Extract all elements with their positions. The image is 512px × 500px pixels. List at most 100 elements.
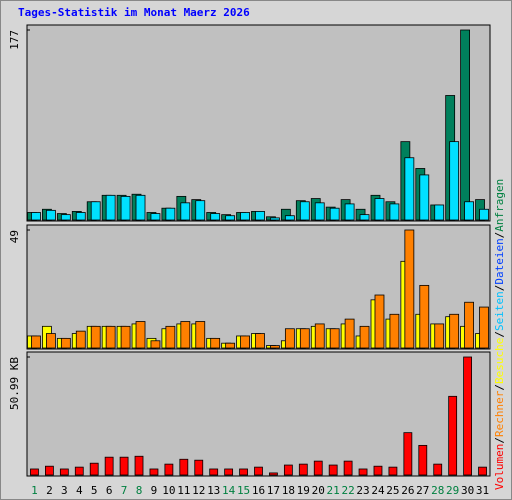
x-tick-label: 22 [341,484,354,497]
legend-separator: / [493,437,506,444]
bar [254,466,263,476]
legend: Volumen/Rechner/Besuche/Seiten/Dateien/A… [493,179,506,490]
x-tick-label: 13 [207,484,220,497]
bar [90,201,101,221]
bar [165,207,176,221]
legend-item: Anfragen [493,179,506,232]
bar [269,472,278,476]
bar [31,335,41,349]
bar [328,464,338,476]
x-tick-label: 7 [121,484,128,497]
bar [30,468,39,476]
bar [60,214,71,221]
bar [358,468,368,476]
bar [180,321,191,349]
bar [149,468,159,476]
bar [90,325,101,349]
bar [194,459,204,476]
bar [344,203,355,221]
x-tick-label: 28 [431,484,444,497]
bar [419,174,430,221]
y-tick-label: 49 [8,230,21,243]
bar [135,321,146,349]
bar [89,462,99,476]
x-tick-label: 14 [222,484,236,497]
bar [105,325,116,349]
bar [449,313,460,349]
bar [45,465,54,476]
bar [224,468,234,476]
bar [46,209,56,221]
bar [239,468,248,476]
bar [433,463,443,476]
x-tick-label: 8 [136,484,143,497]
bar [164,463,174,476]
bar [344,318,355,349]
bar [270,345,280,349]
bar [74,466,84,476]
x-tick-label: 27 [416,484,429,497]
bar [359,325,370,349]
bar [299,201,310,221]
bar [404,229,415,349]
bar [120,195,131,221]
bar [479,306,489,349]
y-tick-label: 177 [8,30,21,50]
x-tick-label: 20 [312,484,325,497]
bar [75,212,86,221]
bar [404,157,415,221]
bar [283,464,293,476]
bar [463,356,472,476]
x-tick-label: 25 [386,484,399,497]
bar [419,284,430,349]
x-tick-label: 11 [177,484,190,497]
x-tick-label: 30 [461,484,474,497]
bar [388,466,398,476]
bar [359,214,370,221]
x-tick-label: 3 [61,484,68,497]
bar [134,455,144,476]
bar [434,204,445,221]
bar [418,444,428,476]
bar [59,468,69,476]
legend-item: Besuche [493,338,506,384]
legend-item: Seiten [493,291,506,331]
x-tick-label: 24 [371,484,385,497]
bar [31,212,41,221]
bar [329,328,340,349]
x-tick-label: 26 [401,484,414,497]
x-tick-label: 5 [91,484,98,497]
bar [255,333,265,349]
bar [195,321,206,349]
legend-separator: / [493,285,506,292]
bar [374,294,385,349]
x-tick-label: 23 [356,484,369,497]
legend-item: Dateien [493,238,506,284]
x-tick-label: 29 [446,484,459,497]
x-tick-label: 19 [297,484,310,497]
y-tick-label: 50.99 KB [8,357,21,410]
bar [464,301,474,349]
bar [60,337,71,349]
bar [150,213,161,221]
bar [225,342,236,349]
bar [46,333,56,349]
chart-title: Tages-Statistik im Monat Maerz 2026 [18,6,250,19]
bar [460,29,470,221]
legend-separator: / [493,384,506,391]
x-tick-label: 16 [252,484,265,497]
bar [479,208,489,221]
legend-separator: / [493,331,506,338]
bar [225,215,236,221]
x-tick-label: 21 [327,484,340,497]
x-tick-label: 10 [162,484,175,497]
bar [403,432,413,476]
x-tick-label: 4 [76,484,83,497]
legend-separator: / [493,232,506,239]
x-tick-label: 17 [267,484,280,497]
bar [209,468,219,476]
x-tick-label: 6 [106,484,113,497]
x-tick-label: 31 [476,484,489,497]
bar [284,328,295,349]
